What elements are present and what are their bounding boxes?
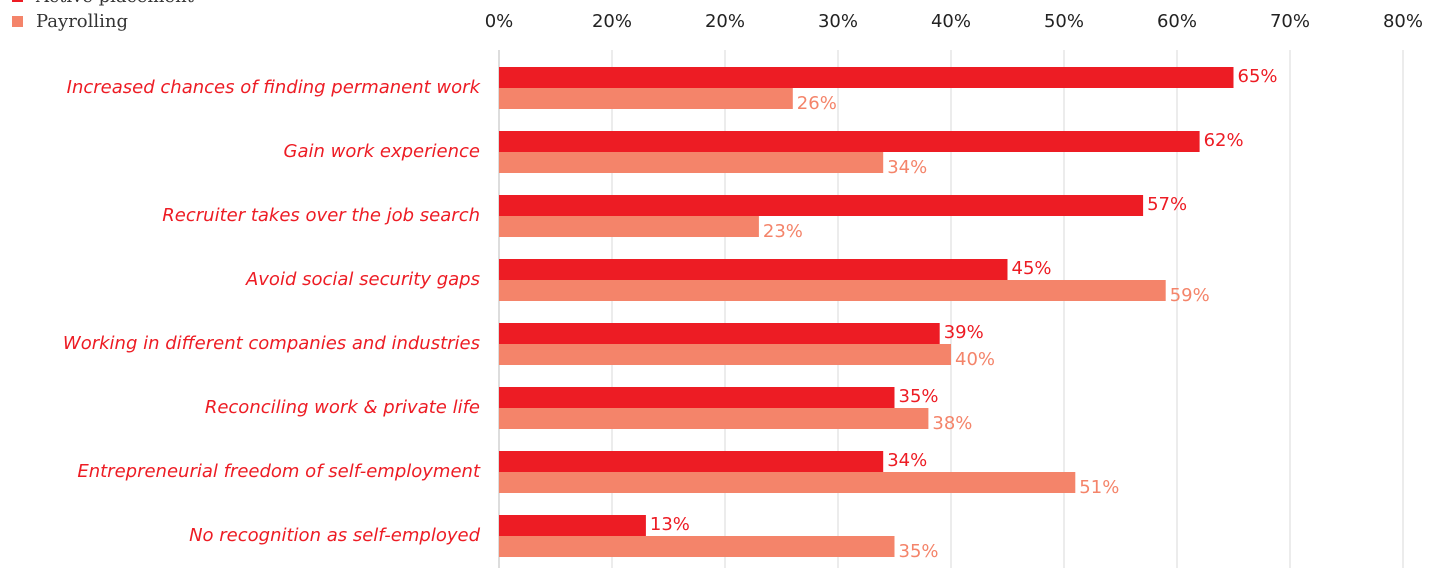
value-label: 40% <box>955 349 995 370</box>
bar <box>499 216 759 237</box>
value-label: 59% <box>1170 285 1210 306</box>
legend-label: Payrolling <box>36 11 128 32</box>
category-label: Entrepreneurial freedom of self-employme… <box>77 461 481 482</box>
category-label: Increased chances of finding permanent w… <box>67 77 482 98</box>
value-label: 35% <box>899 541 939 562</box>
value-label: 34% <box>887 157 927 178</box>
legend-label: Active placement <box>35 0 195 7</box>
category-label: Gain work experience <box>284 141 480 162</box>
legend-swatch <box>12 16 23 27</box>
value-label: 13% <box>650 514 690 535</box>
value-label: 26% <box>797 93 837 114</box>
value-label: 57% <box>1147 194 1187 215</box>
category-label: No recognition as self-employed <box>189 525 480 546</box>
legend-swatch <box>12 0 23 2</box>
x-tick-label: 80% <box>1383 11 1423 32</box>
value-label: 39% <box>944 322 984 343</box>
value-label: 65% <box>1238 66 1278 87</box>
bar <box>499 408 929 429</box>
bar <box>499 387 895 408</box>
category-label: Recruiter takes over the job search <box>162 205 480 226</box>
value-label: 38% <box>932 413 972 434</box>
bar <box>499 451 884 472</box>
bar <box>499 344 951 365</box>
bar <box>499 88 793 109</box>
bar <box>499 536 895 557</box>
value-label: 35% <box>899 386 939 407</box>
bar <box>499 67 1234 88</box>
value-label: 51% <box>1079 477 1119 498</box>
x-tick-label: 30% <box>818 11 858 32</box>
category-label: Working in different companies and indus… <box>63 333 480 354</box>
x-tick-label: 60% <box>1157 11 1197 32</box>
category-label: Reconciling work & private life <box>205 397 480 418</box>
value-label: 62% <box>1204 130 1244 151</box>
value-label: 23% <box>763 221 803 242</box>
bar <box>499 323 940 344</box>
bar <box>499 131 1200 152</box>
x-tick-label: 40% <box>931 11 971 32</box>
bar <box>499 515 646 536</box>
x-tick-label: 70% <box>1270 11 1310 32</box>
category-label: Avoid social security gaps <box>245 269 480 290</box>
x-tick-label: 20% <box>592 11 632 32</box>
x-tick-label: 20% <box>705 11 745 32</box>
bar <box>499 472 1076 493</box>
bar <box>499 259 1008 280</box>
bar <box>499 152 884 173</box>
bar <box>499 280 1166 301</box>
x-tick-label: 50% <box>1044 11 1084 32</box>
bar <box>499 195 1144 216</box>
value-label: 34% <box>887 450 927 471</box>
x-tick-label: 0% <box>485 11 514 32</box>
value-label: 45% <box>1012 258 1052 279</box>
